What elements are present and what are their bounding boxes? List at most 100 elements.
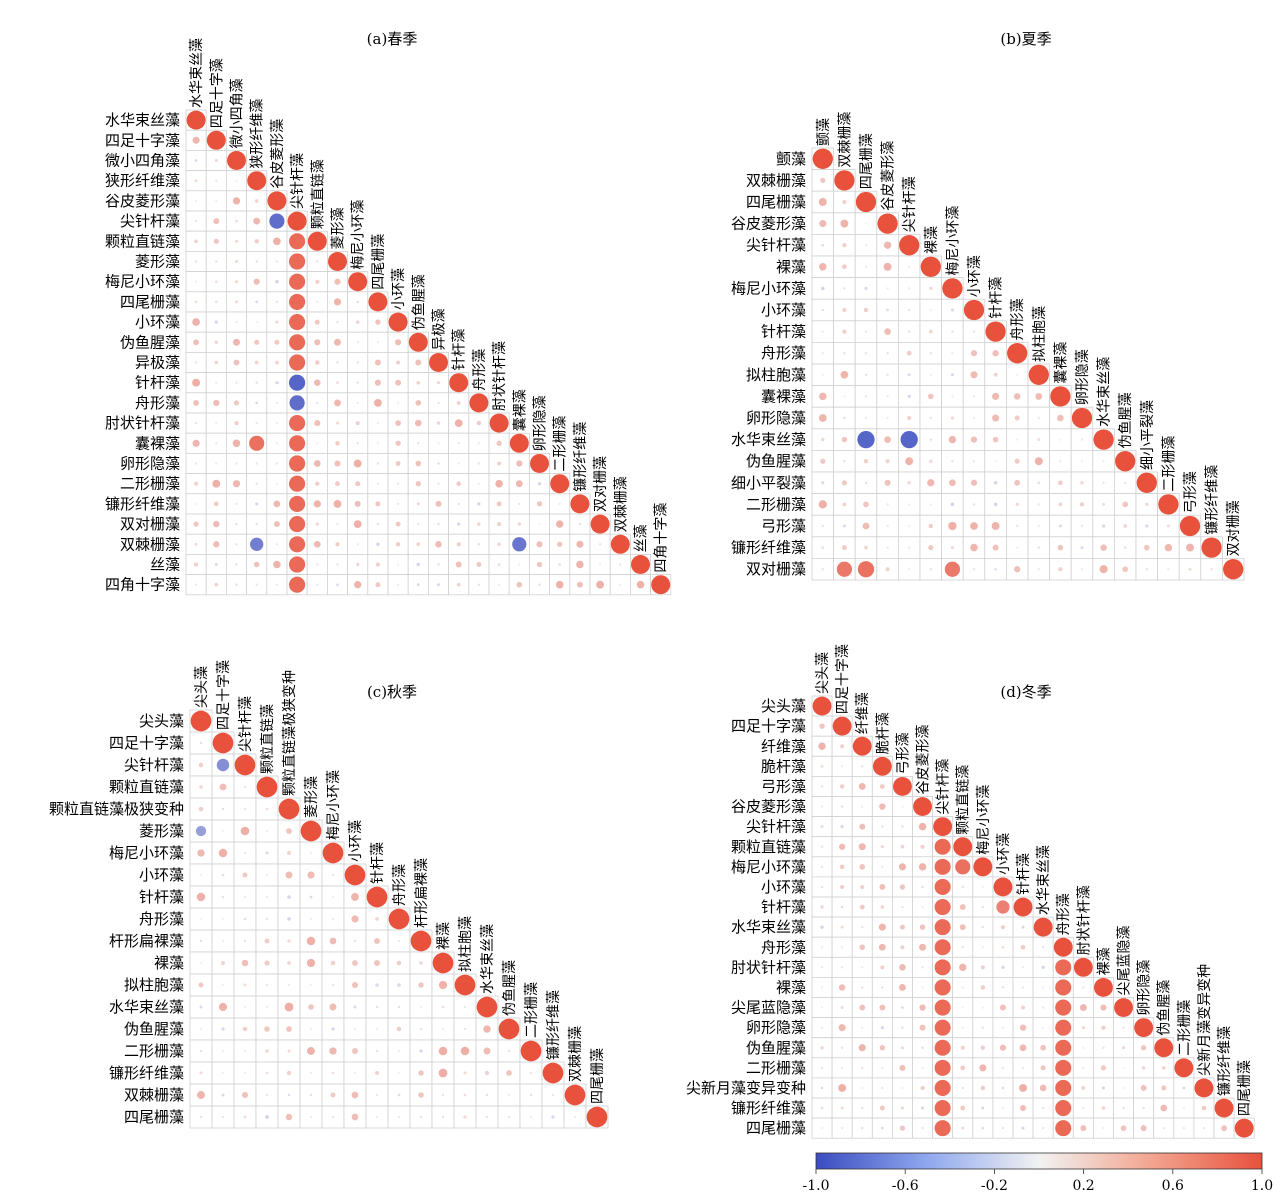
correlation-dot: [950, 308, 954, 312]
correlation-dot: [899, 1064, 906, 1071]
correlation-dot: [275, 300, 279, 304]
correlation-dot: [375, 582, 381, 588]
correlation-dot: [416, 380, 421, 385]
correlation-dot: [438, 1068, 448, 1078]
column-label: 梅尼小环藻: [351, 200, 367, 270]
correlation-dot: [275, 482, 279, 485]
correlation-dot: [243, 983, 247, 987]
colorbar-tick-label: 0.2: [1072, 1178, 1094, 1193]
row-label: 丝藻: [150, 556, 180, 574]
column-label: 双棘栅藻: [568, 1026, 584, 1082]
row-label: 四足十字藻: [731, 717, 806, 735]
correlation-dot: [993, 877, 1013, 897]
correlation-dot: [598, 563, 602, 566]
correlation-dot: [193, 339, 200, 346]
correlation-dot: [1034, 457, 1043, 466]
correlation-dot: [418, 1092, 424, 1098]
correlation-dot: [1162, 1126, 1165, 1130]
correlation-dot: [1122, 1066, 1125, 1070]
correlation-dot: [197, 849, 205, 857]
correlation-dot: [255, 502, 259, 506]
correlation-dot: [199, 939, 203, 943]
correlation-dot: [289, 273, 306, 290]
correlation-dot: [289, 374, 306, 391]
correlation-dot: [819, 220, 827, 228]
correlation-dot: [331, 917, 335, 921]
row-label: 二形栅藻: [120, 475, 180, 493]
correlation-dot: [269, 213, 285, 229]
column-label: 针杆藻: [370, 842, 386, 884]
correlation-dot: [408, 332, 428, 352]
correlation-dot: [213, 501, 219, 507]
correlation-dot: [840, 765, 844, 768]
correlation-dot: [1115, 451, 1136, 472]
correlation-dot: [485, 1093, 489, 1097]
correlation-dot: [1037, 438, 1041, 442]
correlation-dot: [234, 239, 239, 243]
correlation-dot: [395, 521, 401, 527]
correlation-dot: [395, 461, 401, 466]
correlation-dot: [212, 479, 221, 488]
correlation-dot: [418, 1070, 424, 1076]
correlation-dot: [842, 243, 847, 248]
row-label: 舟形藻: [761, 344, 806, 362]
correlation-dot: [818, 414, 827, 422]
column-label: 弓形藻: [1183, 471, 1199, 513]
correlation-dot: [355, 421, 360, 426]
correlation-dot: [309, 983, 313, 987]
column-label: 异极藻: [432, 308, 448, 350]
correlation-dot: [214, 320, 218, 324]
row-label: 梅尼小环藻: [731, 858, 806, 876]
correlation-dot: [1122, 501, 1129, 508]
correlation-dot: [331, 983, 335, 987]
correlation-dot: [255, 482, 258, 485]
correlation-dot: [315, 279, 320, 284]
correlation-dot: [456, 542, 461, 547]
correlation-dot: [918, 822, 927, 831]
row-label: 针杆藻: [761, 898, 806, 916]
correlation-dot: [1001, 1106, 1005, 1110]
correlation-dot: [316, 401, 319, 405]
correlation-dot: [981, 1126, 985, 1130]
correlation-dot: [576, 560, 584, 569]
column-label: 双对栅藻: [593, 456, 609, 512]
correlation-dot: [336, 583, 339, 586]
correlation-dot: [980, 1045, 986, 1050]
correlation-dot: [880, 1126, 884, 1130]
correlation-dot: [496, 440, 502, 446]
correlation-dot: [213, 238, 219, 244]
correlation-dot: [1079, 502, 1085, 507]
correlation-dot: [821, 524, 824, 528]
correlation-dot: [951, 395, 954, 398]
correlation-dot: [929, 352, 932, 355]
correlation-dot: [879, 784, 885, 789]
correlation-dot: [375, 983, 379, 987]
correlation-dot: [901, 905, 904, 909]
correlation-dot: [921, 1126, 924, 1130]
correlation-dot: [893, 777, 912, 796]
correlation-dot: [820, 1006, 824, 1009]
correlation-dot: [610, 534, 630, 554]
correlation-dot: [215, 280, 218, 283]
correlation-dot: [441, 1115, 445, 1119]
correlation-dot: [980, 985, 986, 990]
correlation-dot: [578, 522, 582, 526]
correlation-dot: [991, 522, 1000, 530]
correlation-dot: [1182, 1126, 1186, 1130]
correlation-dot: [1013, 897, 1033, 917]
row-label: 四足十字藻: [105, 131, 180, 149]
correlation-dot: [908, 330, 911, 333]
correlation-dot: [329, 937, 337, 945]
correlation-dot: [376, 442, 380, 445]
correlation-dot: [476, 420, 482, 426]
correlation-dot: [951, 460, 954, 463]
correlation-dot: [335, 542, 340, 547]
correlation-dot: [959, 963, 967, 972]
correlation-dot: [512, 537, 527, 552]
correlation-dot: [919, 1024, 926, 1031]
column-label: 四尾栅藻: [1237, 1060, 1253, 1116]
correlation-dot: [507, 1093, 511, 1097]
correlation-dot: [485, 1115, 489, 1119]
correlation-dot: [265, 851, 269, 855]
row-label: 卵形隐藻: [746, 1019, 806, 1037]
